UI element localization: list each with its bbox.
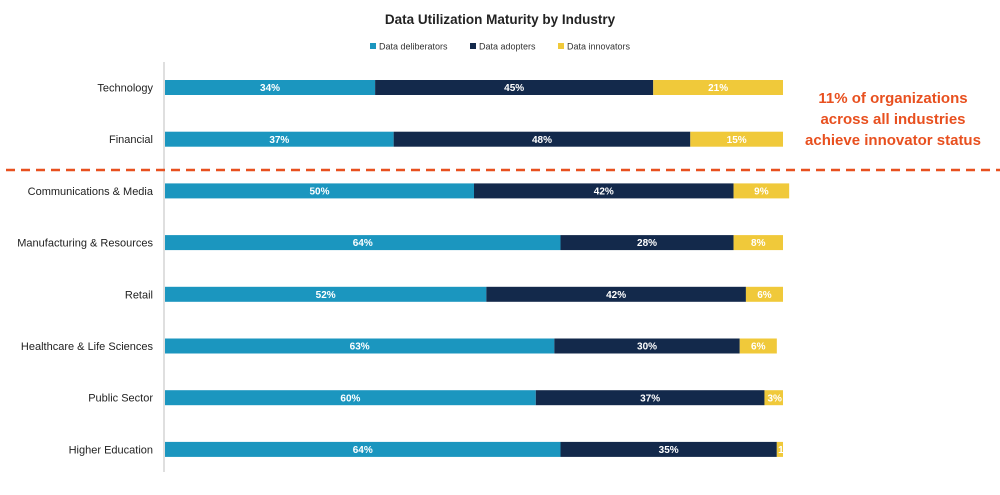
bar-data-innovators-higher-education xyxy=(776,441,783,457)
legend-item-data-innovators: Data innovators xyxy=(558,42,631,52)
bar-label-data-innovators-retail: 6% xyxy=(757,290,772,301)
legend-item-data-adopters: Data adopters xyxy=(470,42,536,52)
bar-data-innovators-technology xyxy=(653,80,783,95)
bar-data-innovators-communications-and-media xyxy=(733,183,790,199)
legend-label-data-innovators: Data innovators xyxy=(567,42,631,52)
bar-row-communications-and-media: 50% 42% 9% xyxy=(165,183,790,199)
annotation-callout: 11% of organizations across all industri… xyxy=(788,88,998,151)
bar-data-innovators-public-sector xyxy=(764,390,783,406)
bar-data-adopters-public-sector xyxy=(535,390,765,406)
bar-label-data-deliberators-healthcare-and-life-sciences: 63% xyxy=(350,342,370,353)
bar-data-deliberators-retail xyxy=(165,286,487,302)
category-label-technology: Technology xyxy=(97,83,153,95)
legend-label-data-adopters: Data adopters xyxy=(479,42,536,52)
bar-row-technology: 34% 45% 21% xyxy=(165,80,783,95)
bar-data-deliberators-healthcare-and-life-sciences xyxy=(165,338,555,354)
bar-data-deliberators-technology xyxy=(165,80,376,95)
bar-data-deliberators-communications-and-media xyxy=(165,183,474,199)
bar-data-deliberators-higher-education xyxy=(165,441,561,457)
bar-label-data-adopters-manufacturing-and-resources: 28% xyxy=(637,238,657,249)
category-label-manufacturing-and-resources: Manufacturing & Resources xyxy=(17,238,153,250)
category-label-financial: Financial xyxy=(109,134,153,146)
bar-label-data-deliberators-retail: 52% xyxy=(316,290,336,301)
bar-row-financial: 37% 48% 15% xyxy=(165,131,783,147)
bar-label-data-adopters-technology: 45% xyxy=(504,83,524,94)
category-label-public-sector: Public Sector xyxy=(88,393,153,405)
bar-data-deliberators-public-sector xyxy=(165,390,536,406)
legend-swatch-data-adopters xyxy=(470,43,476,49)
bar-data-adopters-technology xyxy=(375,80,654,95)
bar-data-innovators-retail xyxy=(745,286,783,302)
chart-title: Data Utilization Maturity by Industry xyxy=(385,12,616,27)
bar-label-data-adopters-healthcare-and-life-sciences: 30% xyxy=(637,342,657,353)
bar-label-data-adopters-financial: 48% xyxy=(532,135,552,146)
category-label-healthcare-and-life-sciences: Healthcare & Life Sciences xyxy=(21,341,154,353)
annotation-line-3: achieve innovator status xyxy=(805,132,981,149)
bar-data-adopters-communications-and-media xyxy=(474,183,734,199)
bar-row-retail: 52% 42% 6% xyxy=(165,286,783,302)
bars: 34% 45% 21% 37% 48% 15% 50% 42% 9% 64% 28% 8% 52% 42%… xyxy=(165,80,790,457)
bar-data-deliberators-financial xyxy=(165,131,394,147)
legend-label-data-deliberators: Data deliberators xyxy=(379,42,448,52)
legend-swatch-data-deliberators xyxy=(370,43,376,49)
bar-data-adopters-financial xyxy=(393,131,691,147)
bar-row-public-sector: 60% 37% 3% xyxy=(165,390,783,406)
bar-label-data-innovators-healthcare-and-life-sciences: 6% xyxy=(751,342,766,353)
bar-label-data-adopters-retail: 42% xyxy=(606,290,626,301)
bar-data-innovators-healthcare-and-life-sciences xyxy=(739,338,777,354)
category-label-retail: Retail xyxy=(125,289,153,301)
bar-label-data-adopters-higher-education: 35% xyxy=(659,445,679,456)
bar-data-adopters-manufacturing-and-resources xyxy=(560,235,734,251)
legend-swatch-data-innovators xyxy=(558,43,564,49)
annotation-line-2: across all industries xyxy=(820,111,966,128)
bar-label-data-adopters-public-sector: 37% xyxy=(640,393,660,404)
legend: Data deliberators Data adopters Data innov… xyxy=(370,42,631,52)
bar-data-adopters-retail xyxy=(486,286,746,302)
category-label-higher-education: Higher Education xyxy=(69,444,153,456)
bar-label-data-innovators-manufacturing-and-resources: 8% xyxy=(751,238,766,249)
bar-label-data-deliberators-technology: 34% xyxy=(260,83,280,94)
bar-row-healthcare-and-life-sciences: 63% 30% 6% xyxy=(165,338,777,354)
bar-row-manufacturing-and-resources: 64% 28% 8% xyxy=(165,235,783,251)
bar-data-adopters-healthcare-and-life-sciences xyxy=(554,338,740,354)
bar-label-data-innovators-public-sector: 3% xyxy=(768,393,783,404)
bar-label-data-deliberators-communications-and-media: 50% xyxy=(309,187,329,198)
bar-label-data-innovators-financial: 15% xyxy=(727,135,747,146)
bar-row-higher-education: 64% 35% 1 xyxy=(165,441,784,457)
bar-data-adopters-higher-education xyxy=(560,441,777,457)
bar-label-data-adopters-communications-and-media: 42% xyxy=(594,187,614,198)
annotation-line-1: 11% of organizations xyxy=(818,90,968,107)
category-labels: Technology Financial Communications & Medi… xyxy=(17,83,154,457)
bar-label-data-deliberators-public-sector: 60% xyxy=(340,393,360,404)
bar-data-innovators-financial xyxy=(690,131,783,147)
bar-label-data-deliberators-higher-education: 64% xyxy=(353,445,373,456)
bar-label-data-deliberators-manufacturing-and-resources: 64% xyxy=(353,238,373,249)
bar-label-data-innovators-higher-education: 1 xyxy=(778,445,784,456)
bar-data-deliberators-manufacturing-and-resources xyxy=(165,235,561,251)
bar-label-data-innovators-communications-and-media: 9% xyxy=(754,187,769,198)
bar-data-innovators-manufacturing-and-resources xyxy=(733,235,783,251)
legend-item-data-deliberators: Data deliberators xyxy=(370,42,448,52)
bar-label-data-deliberators-financial: 37% xyxy=(269,135,289,146)
bar-label-data-innovators-technology: 21% xyxy=(708,83,728,94)
category-label-communications-and-media: Communications & Media xyxy=(28,186,154,198)
